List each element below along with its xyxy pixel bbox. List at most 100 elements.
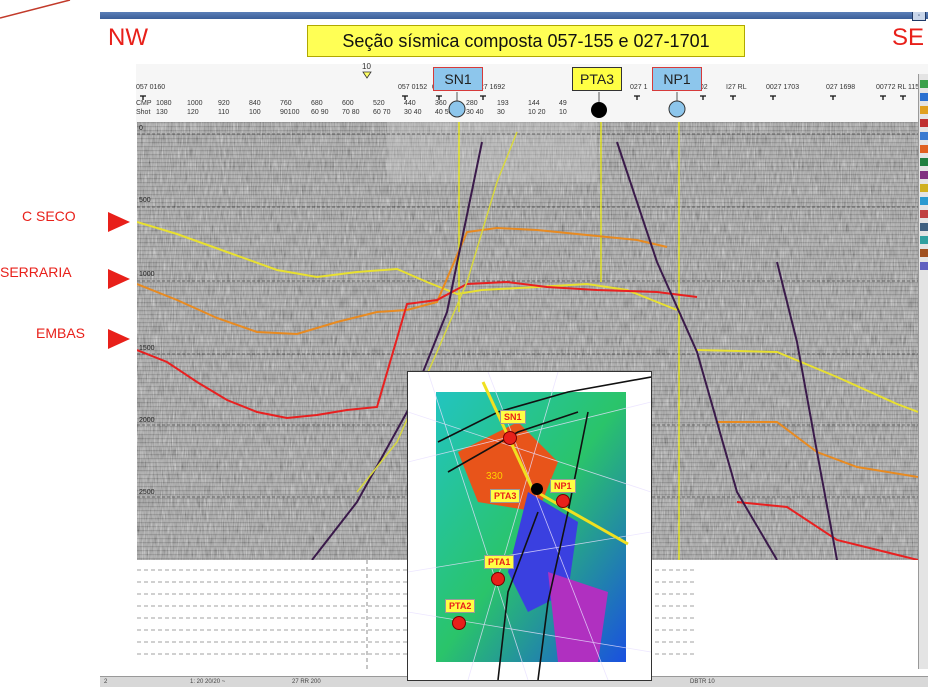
toolbar-tool-icon[interactable]	[920, 171, 928, 179]
right-toolbar	[918, 74, 928, 669]
cmp-value: 440	[404, 100, 416, 107]
inset-map-graphic: 330	[408, 372, 651, 680]
pta2-map-dot	[452, 616, 466, 630]
cmp-value: 1000	[187, 100, 203, 107]
shot-row-header: Shot	[136, 109, 151, 116]
toolbar-tool-icon[interactable]	[920, 106, 928, 114]
cmp-value: 1080	[156, 100, 172, 107]
status-item: 1: 20 20/20 ~	[190, 679, 226, 685]
horizon-arrow-embas	[108, 329, 130, 349]
sn1-well-icon	[448, 100, 466, 118]
shot-value: 10	[559, 109, 567, 116]
shot-value: 130	[156, 109, 168, 116]
horizon-label-embas: EMBAS	[36, 325, 86, 341]
window-restore-button[interactable]: ▫	[912, 12, 926, 21]
shot-value: 110	[218, 109, 230, 116]
inset-location-map: 330 SN1 PTA3 NP1 PTA1 PTA2	[407, 371, 652, 681]
trace-tick	[700, 95, 706, 100]
well-tag-sn1[interactable]: SN1	[433, 67, 483, 91]
direction-nw-label: NW	[108, 24, 148, 51]
trace-tick	[402, 95, 408, 100]
trace-tick	[830, 95, 836, 100]
line-label: 027 1692	[476, 84, 506, 91]
toolbar-tool-icon[interactable]	[920, 223, 928, 231]
toolbar-tool-icon[interactable]	[920, 119, 928, 127]
sn1-map-dot	[503, 431, 517, 445]
np1-map-dot	[556, 494, 570, 508]
cmp-value: 920	[218, 100, 230, 107]
toolbar-tool-icon[interactable]	[920, 236, 928, 244]
cmp-value: 193	[497, 100, 509, 107]
line-label: 00772 RL 115	[876, 84, 920, 91]
toolbar-tool-icon[interactable]	[920, 93, 928, 101]
depth-tick-label: 2500	[139, 489, 155, 496]
toolbar-tool-icon[interactable]	[920, 145, 928, 153]
inset-label-np1: NP1	[550, 479, 576, 493]
depth-tick-label: 2000	[139, 417, 155, 424]
shot-value: 70 80	[342, 109, 360, 116]
inset-label-pta3: PTA3	[490, 489, 521, 503]
shot-value: 90100	[280, 109, 300, 116]
direction-se-label: SE	[891, 24, 924, 51]
status-item: 27 RR 200	[292, 679, 321, 685]
cmp-value: 360	[435, 100, 447, 107]
annotation-line	[0, 0, 71, 19]
line-label: 0027 1703	[766, 84, 800, 91]
cmp-row-header: CMP	[136, 100, 152, 107]
cmp-value: 600	[342, 100, 354, 107]
inset-contour-label: 330	[486, 471, 503, 482]
trace-tick	[436, 95, 442, 100]
well-tag-pta3[interactable]: PTA3	[572, 67, 622, 91]
cmp-value: 680	[311, 100, 323, 107]
trace-tick	[140, 95, 146, 100]
toolbar-tool-icon[interactable]	[920, 158, 928, 166]
trace-tick	[480, 95, 486, 100]
toolbar-tool-icon[interactable]	[920, 210, 928, 218]
trace-tick	[730, 95, 736, 100]
horizon-label-c-seco: C SECO	[22, 208, 76, 224]
depth-tick-label: 500	[139, 197, 151, 204]
pta1-map-dot	[491, 572, 505, 586]
top-marker-label: 10	[362, 62, 371, 71]
line-label: 057 0160	[136, 84, 166, 91]
depth-tick-label: 1500	[139, 345, 155, 352]
cmp-value: 280	[466, 100, 478, 107]
shot-value: 10 20	[528, 109, 546, 116]
status-item: DBTR 10	[690, 679, 715, 685]
shot-value: 40 50	[435, 109, 453, 116]
cmp-value: 49	[559, 100, 567, 107]
toolbar-tool-icon[interactable]	[920, 262, 928, 270]
depth-tick-label: 1000	[139, 271, 155, 278]
inset-label-pta2: PTA2	[445, 599, 476, 613]
well-symbols	[448, 92, 686, 118]
toolbar-tool-icon[interactable]	[920, 184, 928, 192]
inset-label-pta1: PTA1	[484, 555, 515, 569]
shot-value: 60 90	[311, 109, 329, 116]
shot-value: 30	[497, 109, 505, 116]
horizon-arrow-c-seco	[108, 212, 130, 232]
shot-value: 30 40	[404, 109, 422, 116]
shot-value: 30 40	[466, 109, 484, 116]
title-bar: ▫	[100, 12, 928, 21]
toolbar-tool-icon[interactable]	[920, 197, 928, 205]
toolbar-tool-icon[interactable]	[920, 132, 928, 140]
line-label: I27 RL	[726, 84, 747, 91]
cmp-value: 144	[528, 100, 540, 107]
line-label: 027 1698	[826, 84, 856, 91]
pta3-well-icon	[591, 102, 607, 118]
shot-value: 60 70	[373, 109, 391, 116]
cmp-value: 760	[280, 100, 292, 107]
inset-label-sn1: SN1	[500, 410, 526, 424]
toolbar-tool-icon[interactable]	[920, 80, 928, 88]
shot-value: 100	[249, 109, 261, 116]
trace-tick	[880, 95, 886, 100]
np1-well-icon	[668, 100, 686, 118]
toolbar-tool-icon[interactable]	[920, 249, 928, 257]
depth-tick-label: 0	[139, 125, 143, 132]
section-title: Seção sísmica composta 057-155 e 027-170…	[307, 25, 745, 57]
shot-value: 120	[187, 109, 199, 116]
well-tag-np1[interactable]: NP1	[652, 67, 702, 91]
ticks-axis	[140, 95, 906, 100]
line-label: 057 0152	[398, 84, 428, 91]
